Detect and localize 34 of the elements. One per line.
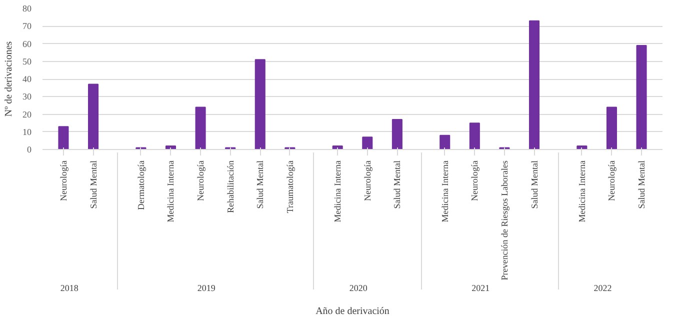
text: 2022 xyxy=(594,283,612,294)
x-tick-label: Dermatología xyxy=(136,160,146,210)
x-tick-label: Neurología xyxy=(362,160,372,201)
text: 2021 xyxy=(472,283,490,294)
text: 2018 xyxy=(60,283,79,294)
y-tick-label: 40 xyxy=(22,74,32,84)
x-tick-label: Salud Mental xyxy=(529,160,540,209)
text: 2019 xyxy=(197,283,216,294)
y-tick-label: 60 xyxy=(22,38,32,49)
x-tick-label: Neurología xyxy=(196,160,206,201)
y-tick-label: 70 xyxy=(22,21,32,32)
text: 2020 xyxy=(349,283,368,294)
x-tick-label: Medicina Interna xyxy=(332,160,343,222)
x-tick-label: Rehabilitación xyxy=(225,160,236,213)
x-tick-label: Salud Mental xyxy=(392,160,402,209)
x-tick-label: Medicina Interna xyxy=(440,160,450,222)
y-tick-label: 80 xyxy=(22,4,32,14)
x-tick-label: Prevención de Riesgos Laborales xyxy=(499,160,510,280)
x-tick-label: Salud Mental xyxy=(88,160,98,209)
x-axis-title: Año de derivación xyxy=(316,306,390,318)
x-tick-label: Traumatología xyxy=(284,160,295,214)
x-tick-label: Neurología xyxy=(58,160,68,201)
y-tick-label: 10 xyxy=(22,126,32,137)
x-tick-label: Salud Mental xyxy=(255,160,266,209)
y-axis-title: Nº de derivaciones xyxy=(4,41,14,117)
y-tick-label: 30 xyxy=(22,92,32,102)
x-tick-label: Medicina Interna xyxy=(576,160,587,222)
x-tick-label: Salud Mental xyxy=(636,160,647,209)
x-tick-label: Medicina Interna xyxy=(166,160,176,222)
x-tick-label: Neurología xyxy=(470,160,480,201)
y-tick-label: 50 xyxy=(22,56,32,66)
y-tick-label: 0 xyxy=(27,144,32,154)
x-tick-label: Neurología xyxy=(606,160,617,201)
y-tick-label: 20 xyxy=(22,109,32,120)
